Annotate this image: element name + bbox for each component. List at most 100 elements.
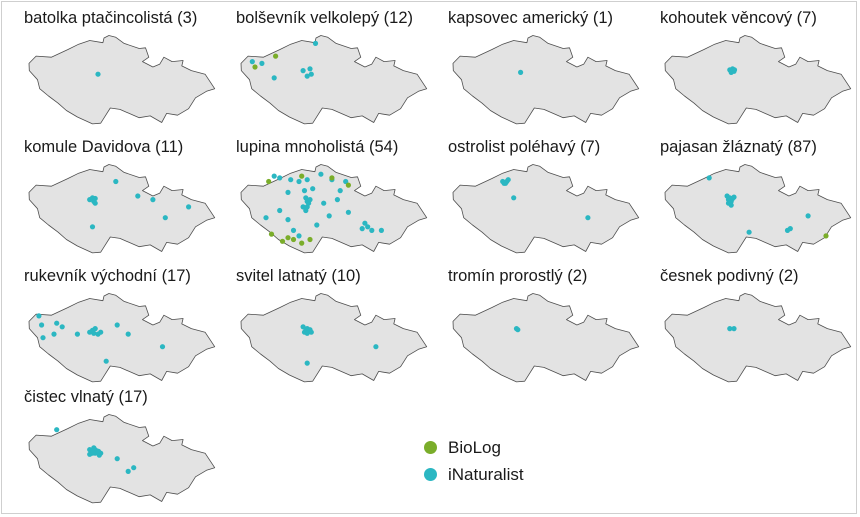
inaturalist-point [277, 175, 283, 181]
inaturalist-point [59, 324, 65, 330]
inaturalist-point [378, 227, 384, 233]
map-panel: tromín prorostlý (2) [448, 266, 648, 386]
inaturalist-point [501, 180, 507, 186]
biolog-dot-icon [424, 441, 437, 454]
map-panel: kapsovec americký (1) [448, 8, 648, 128]
panel-title: lupina mnoholistá (54) [236, 138, 399, 156]
inaturalist-point [263, 215, 269, 221]
biolog-point [329, 175, 335, 181]
inaturalist-point [314, 222, 320, 228]
inaturalist-point [39, 322, 45, 328]
inaturalist-point [511, 195, 517, 201]
inaturalist-point [369, 227, 375, 233]
panel-title: ostrolist poléhavý (7) [448, 138, 601, 156]
biolog-point [252, 64, 258, 70]
inaturalist-point [125, 468, 131, 474]
inaturalist-point [321, 200, 327, 206]
country-outline [664, 35, 852, 125]
country-outline [240, 293, 428, 383]
inaturalist-point [373, 344, 379, 350]
inaturalist-point [89, 224, 96, 230]
inaturalist-point [515, 327, 521, 333]
inaturalist-point [300, 204, 306, 210]
country-outline [28, 414, 216, 504]
inaturalist-point [345, 209, 351, 215]
biolog-point [290, 236, 297, 243]
map-panel: čistec vlnatý (17) [24, 387, 224, 507]
czech-map [28, 35, 216, 125]
panel-title: batolka ptačincolistá (3) [24, 9, 198, 27]
panel-title: tromín prorostlý (2) [448, 267, 588, 285]
inaturalist-point [36, 313, 42, 319]
map-panel: kohoutek věncový (7) [660, 8, 860, 128]
inaturalist-point [805, 213, 811, 219]
country-outline [452, 164, 640, 254]
country-outline [28, 164, 216, 254]
country-outline [452, 293, 640, 383]
panel-title: svitel latnatý (10) [236, 267, 361, 285]
inaturalist-point [308, 71, 314, 77]
inaturalist-point [727, 326, 733, 332]
inaturalist-point [92, 200, 98, 206]
inaturalist-point [277, 207, 283, 214]
biolog-point [266, 178, 272, 185]
inaturalist-point [103, 358, 109, 364]
country-outline [452, 35, 640, 125]
inaturalist-point [150, 197, 156, 203]
map-panel: komule Davidova (11) [24, 137, 224, 257]
map-panel: ostrolist poléhavý (7) [448, 137, 648, 257]
inaturalist-point [135, 193, 141, 199]
inaturalist-point [304, 177, 310, 183]
inaturalist-point [159, 344, 166, 350]
czech-map [664, 164, 852, 254]
inaturalist-point [343, 178, 349, 185]
biolog-point [299, 173, 305, 179]
czech-map [28, 293, 216, 383]
panel-title: čistec vlnatý (17) [24, 388, 148, 406]
inaturalist-point [296, 233, 302, 239]
inaturalist-point [54, 427, 60, 433]
inaturalist-point [51, 331, 57, 337]
map-panel: česnek podivný (2) [660, 266, 860, 386]
panel-title: kapsovec americký (1) [448, 9, 614, 27]
inaturalist-point [92, 326, 98, 332]
panel-title: rukevník východní (17) [24, 267, 191, 285]
inaturalist-point [162, 215, 168, 221]
biolog-point [268, 231, 275, 237]
inaturalist-point [290, 227, 297, 233]
czech-map [452, 35, 640, 125]
inaturalist-point [74, 331, 80, 337]
inaturalist-point [95, 71, 101, 77]
inaturalist-point [288, 177, 294, 183]
inaturalist-point [114, 456, 120, 462]
panel-title: komule Davidova (11) [24, 138, 184, 156]
country-outline [664, 293, 852, 383]
inaturalist-point [304, 73, 310, 79]
inaturalist-point [271, 173, 277, 179]
biolog-point [279, 238, 286, 244]
inaturalist-point [186, 204, 192, 210]
inaturalist-point [131, 465, 137, 471]
czech-map [452, 164, 640, 254]
inaturalist-point [304, 360, 310, 366]
czech-map [28, 414, 216, 504]
inaturalist-point [95, 448, 102, 454]
inaturalist-point [95, 331, 101, 337]
inaturalist-point [249, 59, 255, 65]
biolog-point [299, 240, 305, 246]
inaturalist-point [40, 335, 46, 341]
czech-map [452, 293, 640, 383]
inaturalist-point [365, 224, 371, 230]
inaturalist-point [337, 188, 343, 194]
inaturalist-point [307, 66, 313, 72]
inaturalist-point [312, 40, 319, 46]
inaturalist-point [259, 60, 265, 66]
inaturalist-point [706, 175, 712, 181]
country-outline [28, 293, 216, 383]
inaturalist-point [304, 204, 310, 210]
inaturalist-point [359, 226, 365, 232]
inaturalist-point [114, 322, 120, 328]
czech-map [240, 164, 428, 254]
biolog-point [285, 235, 291, 241]
